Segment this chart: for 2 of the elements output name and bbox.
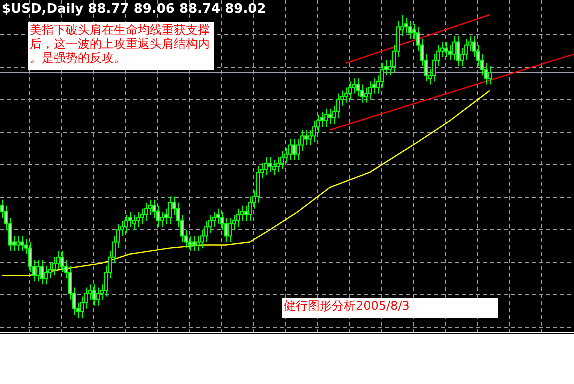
chart-title: $USD,Daily 88.77 89.06 88.74 89.02 bbox=[2, 2, 266, 17]
annotation: 健行图形分析2005/8/3 bbox=[284, 299, 410, 313]
